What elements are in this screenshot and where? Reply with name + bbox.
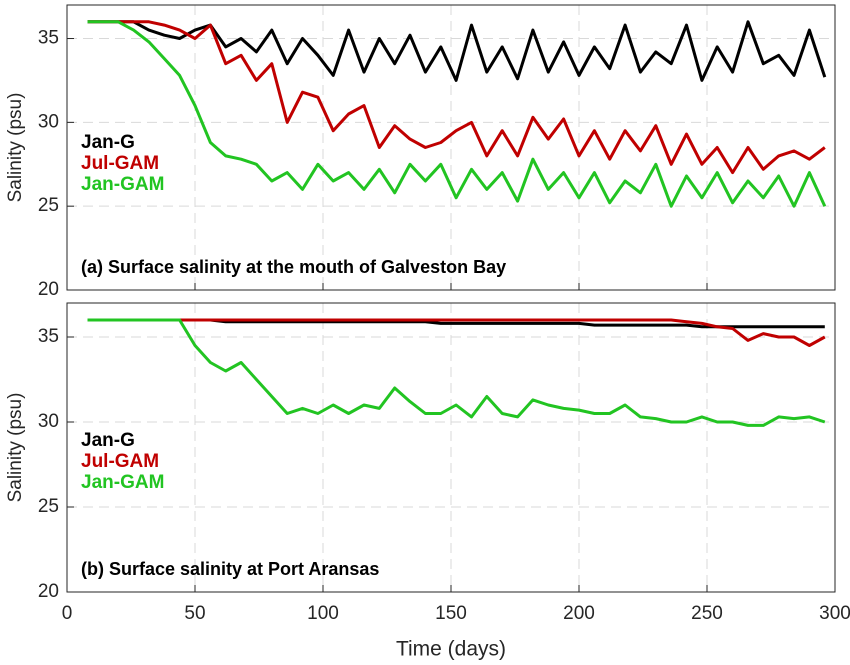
y-tick-label: 20: [38, 581, 59, 602]
x-tick-label: 300: [819, 603, 850, 624]
legend-entry: Jan-GAM: [81, 472, 164, 493]
legend-entry: Jan-G: [81, 430, 135, 451]
x-tick-label: 150: [435, 603, 467, 624]
series-line: [87, 318, 826, 427]
x-tick-label: 200: [563, 603, 595, 624]
plot-frame: [66, 4, 836, 291]
y-tick-label: 30: [38, 111, 59, 132]
series-line: [87, 318, 826, 347]
y-tick-label: 30: [38, 411, 59, 432]
series-line: [87, 20, 827, 208]
legend-entry: Jul-GAM: [81, 451, 159, 472]
y-tick-label: 25: [38, 496, 59, 517]
x-tick-label: 100: [307, 603, 339, 624]
legend-entry: Jul-GAM: [81, 153, 159, 174]
x-tick-label: 50: [184, 603, 205, 624]
panel-annotation: (a) Surface salinity at the mouth of Gal…: [81, 257, 506, 277]
y-tick-label: 35: [38, 28, 59, 49]
y-axis-label: Salinity (psu): [5, 93, 26, 203]
plot-frame: [66, 302, 836, 593]
y-axis-label: Salinity (psu): [5, 393, 26, 503]
x-axis-label: Time (days): [396, 638, 506, 661]
y-tick-label: 35: [38, 326, 59, 347]
series-line: [87, 20, 827, 82]
y-tick-label: 20: [38, 279, 59, 300]
panel-annotation: (b) Surface salinity at Port Aransas: [81, 559, 379, 579]
y-tick-label: 25: [38, 195, 59, 216]
x-tick-label: 0: [62, 603, 73, 624]
legend-entry: Jan-GAM: [81, 174, 164, 195]
x-tick-label: 250: [691, 603, 723, 624]
series-line: [87, 20, 826, 175]
legend-entry: Jan-G: [81, 132, 135, 153]
